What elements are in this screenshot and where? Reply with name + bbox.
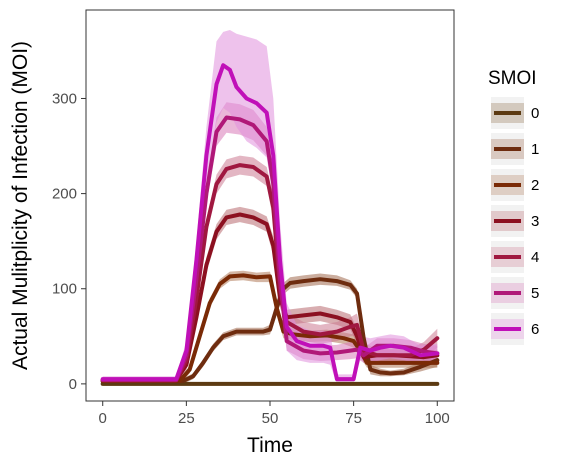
legend-label: 1	[531, 141, 539, 158]
x-axis: 0 25 50 75 100	[99, 401, 450, 427]
legend: SMOI 0 1 2 3 4 5 6	[488, 68, 539, 345]
x-tick-label: 0	[99, 410, 107, 427]
line-smoi-2	[100, 273, 440, 383]
legend-label: 5	[531, 285, 539, 302]
x-tick-label: 100	[425, 410, 450, 427]
y-axis: 0 100 200 300	[52, 90, 86, 393]
legend-label: 6	[531, 321, 539, 338]
x-tick-label: 25	[178, 410, 195, 427]
series-lines	[100, 63, 440, 386]
x-tick-label: 75	[345, 410, 362, 427]
y-tick-label: 100	[52, 281, 77, 298]
x-tick-label: 50	[262, 410, 279, 427]
legend-label: 4	[531, 249, 539, 266]
legend-label: 0	[531, 105, 539, 122]
line-smoi-1	[100, 277, 440, 383]
y-tick-label: 200	[52, 186, 77, 203]
confidence-bands	[102, 30, 438, 386]
line-smoi-6	[100, 63, 440, 382]
legend-label: 2	[531, 177, 539, 194]
legend-label: 3	[531, 213, 539, 230]
legend-title: SMOI	[488, 68, 537, 89]
y-axis-title: Actual Mulitplicity of Infection (MOI)	[9, 41, 32, 370]
band-smoi-3	[102, 206, 438, 383]
x-axis-title: Time	[247, 434, 293, 457]
y-tick-label: 300	[52, 90, 77, 107]
y-tick-label: 0	[69, 376, 77, 393]
